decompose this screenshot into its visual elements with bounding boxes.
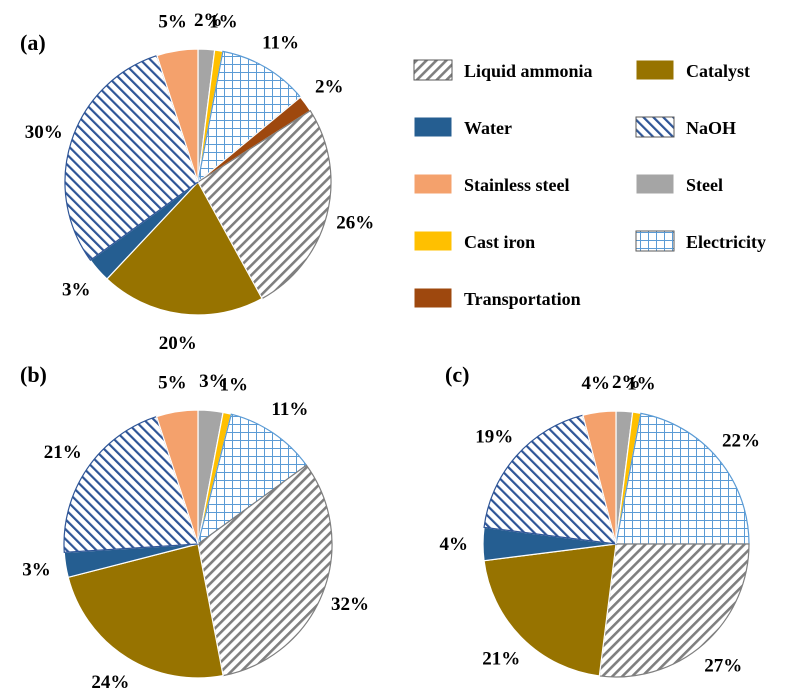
slice-label-stainless-steel: 4% — [581, 373, 610, 394]
slice-label-catalyst: 24% — [91, 672, 129, 691]
pie-slice-stainless-steel — [156, 48, 199, 183]
legend-label-liquid-ammonia: Liquid ammonia — [464, 61, 593, 81]
legend-swatch-cast-iron — [413, 230, 453, 252]
slice-label-naoh: 19% — [475, 427, 513, 448]
slice-label-water: 3% — [62, 279, 91, 300]
legend-swatch-transportation — [413, 287, 453, 309]
legend-label-steel: Steel — [686, 175, 723, 195]
slice-label-cast-iron: 1% — [627, 374, 656, 395]
pie-slice-catalyst — [483, 543, 617, 677]
pie-chart-b: 3%1%11%32%24%3%21%5% — [22, 371, 369, 691]
pie-chart-a: 2%1%11%2%26%20%3%30%5% — [25, 10, 375, 354]
slice-label-stainless-steel: 5% — [158, 12, 187, 33]
slice-label-water: 3% — [22, 560, 51, 581]
panel-label-a: (a) — [20, 30, 46, 55]
slice-label-liquid-ammonia: 27% — [704, 656, 742, 677]
pie-slice-naoh — [63, 415, 199, 554]
pie-slice-stainless-steel — [155, 409, 199, 545]
slice-label-catalyst: 20% — [159, 333, 197, 354]
legend-swatch-steel — [635, 173, 675, 195]
pie-chart-c: 2%1% 22% 27% 21% 4% 19% 4% — [439, 372, 760, 678]
pie-slice-electricity — [197, 50, 302, 184]
legend-swatch-liquid-ammonia — [413, 59, 453, 81]
panel-label-b: (b) — [20, 362, 47, 387]
slice-label-cast-iron: 1% — [209, 12, 238, 33]
panel-label-c: (c) — [445, 362, 469, 387]
legend-label-naoh: NaOH — [686, 118, 736, 138]
pie-slice-naoh — [64, 54, 199, 262]
slice-label-steel: 3% — [199, 371, 228, 392]
pie-slice-catalyst — [67, 543, 224, 679]
legend-swatch-electricity — [635, 230, 675, 252]
slice-label-electricity: 11% — [262, 32, 299, 53]
legend-swatch-water — [413, 116, 453, 138]
pie-slice-liquid-ammonia — [197, 464, 333, 677]
slice-label-naoh: 21% — [44, 442, 82, 463]
slice-label-electricity: 22% — [722, 431, 760, 452]
pie-slice-electricity — [615, 412, 750, 545]
slice-label-water: 4% — [439, 534, 468, 555]
slice-label-liquid-ammonia: 26% — [336, 212, 374, 233]
pie-slice-liquid-ammonia — [598, 543, 750, 678]
pie-slice-catalyst — [106, 180, 263, 316]
slice-label-liquid-ammonia: 32% — [331, 594, 369, 615]
legend-label-cast-iron: Cast iron — [464, 232, 535, 252]
slice-label-steel: 2% — [612, 372, 641, 393]
legend-label-catalyst: Catalyst — [686, 61, 750, 81]
slice-label-catalyst: 21% — [482, 649, 520, 670]
legend: Liquid ammonia Catalyst Water NaOH Stainless… — [413, 59, 766, 309]
slice-label-steel: 2% — [194, 10, 223, 31]
pie-slice-naoh — [483, 414, 617, 545]
slice-label-transportation: 2% — [315, 77, 344, 98]
slice-label-electricity: 11% — [271, 399, 308, 420]
legend-swatch-stainless-steel — [413, 173, 453, 195]
legend-label-water: Water — [464, 118, 512, 138]
pie-slice-electricity — [197, 413, 308, 546]
legend-swatch-naoh — [635, 116, 675, 138]
slice-label-stainless-steel: 5% — [158, 373, 187, 394]
legend-label-electricity: Electricity — [686, 232, 766, 252]
slice-label-naoh: 30% — [25, 122, 63, 143]
legend-label-transportation: Transportation — [464, 289, 581, 309]
legend-swatch-catalyst — [635, 59, 675, 81]
pie-slice-stainless-steel — [582, 410, 617, 545]
legend-label-stainless-steel: Stainless steel — [464, 175, 570, 195]
slice-label-cast-iron: 1% — [219, 375, 248, 396]
pie-slice-liquid-ammonia — [197, 109, 332, 300]
